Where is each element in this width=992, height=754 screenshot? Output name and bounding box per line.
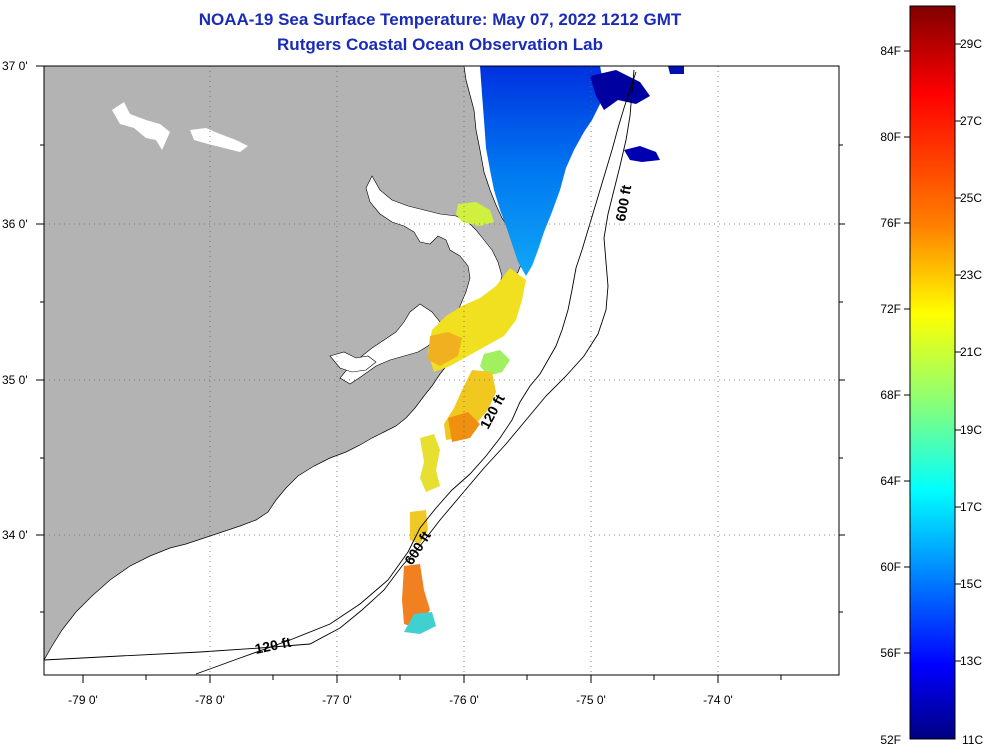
colorbar-celsius-labels: 29C 27C 25C 23C 21C 19C 17C 15C 13C 11C	[960, 37, 983, 747]
sst-cold-patch-offshore	[590, 70, 650, 110]
cb-f-52: 52F	[880, 733, 901, 747]
sst-capefear-yellow	[410, 510, 428, 544]
cb-c-29: 29C	[960, 37, 982, 51]
cb-c-13: 13C	[960, 654, 982, 668]
cb-c-17: 17C	[960, 500, 982, 514]
cb-c-27: 27C	[960, 114, 982, 128]
cb-f-60: 60F	[880, 560, 901, 574]
lat-label-34: 34 0'	[2, 528, 28, 542]
inland-lake	[112, 102, 170, 150]
contour-label-600ft-north: 600 ft	[612, 183, 634, 222]
lon-label-76: -76 0'	[449, 693, 479, 707]
colorbar-ticks	[904, 43, 961, 662]
sst-capefear-orange	[402, 564, 430, 628]
cb-f-76: 76F	[880, 216, 901, 230]
lon-label-75: -75 0'	[576, 693, 606, 707]
sst-pamlico-orange	[428, 332, 462, 366]
lon-label-79: -79 0'	[68, 693, 98, 707]
contour-600ft	[44, 69, 635, 661]
lat-label-37: 37 0'	[2, 59, 28, 73]
inland-lake-2	[190, 128, 248, 152]
cb-f-64: 64F	[880, 474, 901, 488]
colorbar-fahrenheit-labels: 84F 80F 76F 72F 68F 64F 60F 56F 52F	[880, 44, 901, 747]
lat-label-36: 36 0'	[2, 217, 28, 231]
map-subtitle: Rutgers Coastal Ocean Observation Lab	[277, 35, 603, 54]
contour-120ft	[195, 71, 637, 675]
sst-onslow-yellow	[420, 434, 440, 492]
cb-f-84: 84F	[880, 44, 901, 58]
lon-label-74: -74 0'	[703, 693, 733, 707]
cb-c-15: 15C	[960, 577, 982, 591]
sst-cold-patch-east	[668, 66, 684, 74]
cb-f-72: 72F	[880, 302, 901, 316]
sst-shelf-green	[480, 350, 510, 376]
cb-f-80: 80F	[880, 130, 901, 144]
sst-albemarle-warm	[456, 202, 494, 226]
lon-label-78: -78 0'	[195, 693, 225, 707]
neuse-river	[329, 351, 377, 373]
lat-label-35: 35 0'	[2, 373, 28, 387]
cb-c-21: 21C	[960, 345, 982, 359]
cb-c-25: 25C	[960, 191, 982, 205]
axis-ticks	[36, 65, 845, 683]
sst-capefear-cyan	[404, 612, 436, 634]
lon-label-77: -77 0'	[322, 693, 352, 707]
colorbar	[909, 5, 956, 740]
cb-c-11: 11C	[962, 733, 983, 747]
map-border	[43, 65, 840, 676]
map-title: NOAA-19 Sea Surface Temperature: May 07,…	[198, 10, 682, 29]
cb-c-23: 23C	[960, 268, 982, 282]
cb-f-56: 56F	[880, 646, 901, 660]
sst-cold-patch-shelf	[624, 146, 660, 162]
cb-c-19: 19C	[960, 423, 982, 437]
sst-cold-wedge	[480, 66, 604, 276]
cb-f-68: 68F	[880, 388, 901, 402]
contour-label-120ft-south: 120 ft	[253, 634, 292, 657]
